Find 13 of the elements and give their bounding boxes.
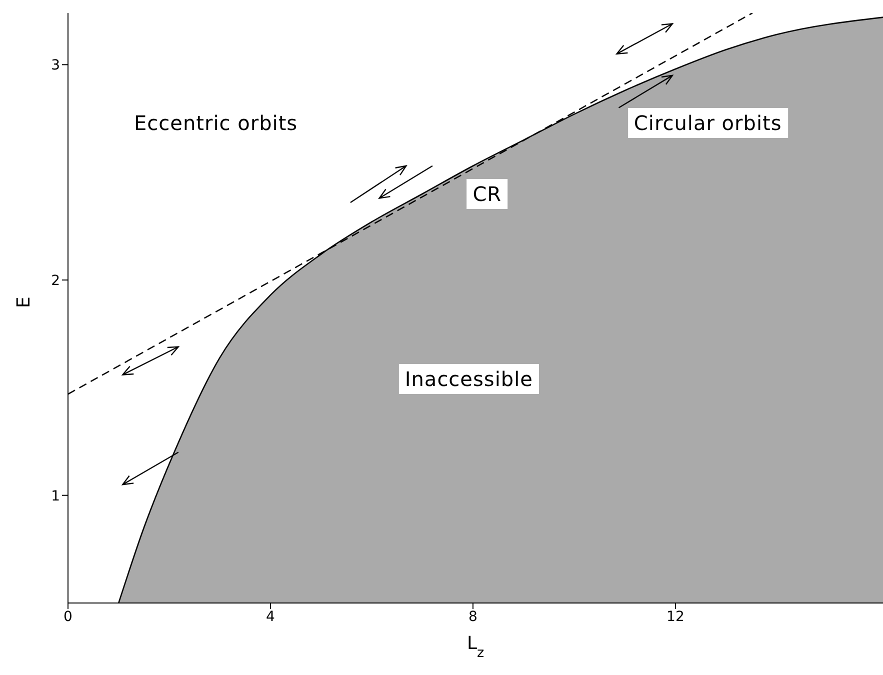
x-axis-title: L$_{z}$ xyxy=(466,633,484,661)
y-axis-title: E xyxy=(13,296,34,308)
annotation: Eccentric orbits xyxy=(128,108,304,138)
y-tick-label: 3 xyxy=(51,58,60,74)
x-tick-label: 0 xyxy=(64,608,72,625)
annotation: Circular orbits xyxy=(628,108,788,138)
y-tick-label: 2 xyxy=(51,272,60,289)
y-tick-label: 1 xyxy=(51,488,60,504)
annotation: Inaccessible xyxy=(398,364,539,394)
x-tick-label: 4 xyxy=(266,608,276,625)
x-tick-label: 8 xyxy=(468,608,478,625)
annotation: CR xyxy=(466,178,508,209)
x-tick-label: 12 xyxy=(666,608,684,625)
